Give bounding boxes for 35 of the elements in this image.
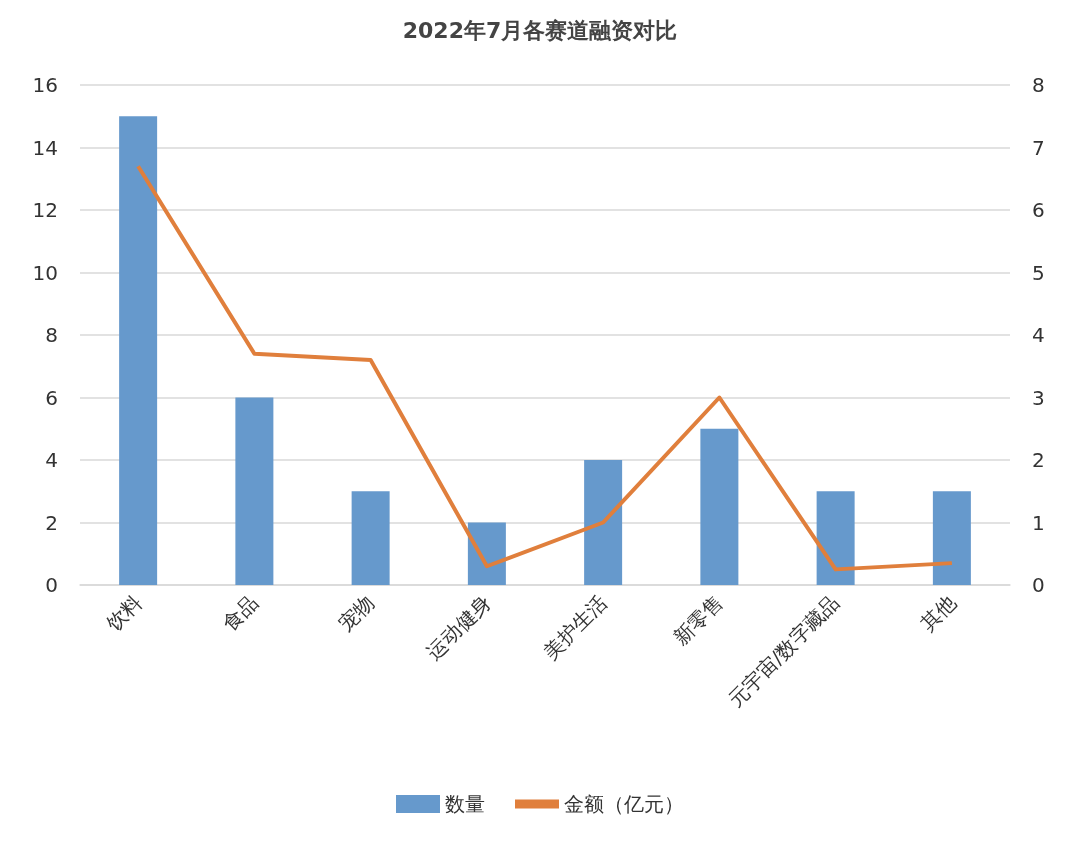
y2-tick-label: 6 (1032, 198, 1045, 222)
y-tick-label: 0 (45, 573, 58, 597)
y-tick-label: 16 (32, 73, 58, 97)
y2-tick-label: 8 (1032, 73, 1045, 97)
x-tick-label: 运动健身 (421, 590, 496, 665)
y-tick-label: 12 (32, 198, 58, 222)
x-tick-label: 其他 (915, 590, 961, 636)
y2-tick-label: 4 (1032, 323, 1045, 347)
y2-tick-label: 3 (1032, 385, 1045, 410)
y-tick-label: 4 (45, 448, 58, 472)
bar (119, 116, 158, 585)
y-tick-label: 6 (45, 385, 58, 410)
y2-tick-label: 7 (1032, 135, 1045, 160)
y2-tick-label: 0 (1032, 573, 1045, 597)
line-series (136, 164, 954, 572)
x-tick-label: 食品 (217, 590, 263, 636)
bar (351, 491, 390, 585)
chart-title: 2022年7月各赛道融资对比 (402, 17, 678, 43)
y-tick-label: 8 (45, 323, 58, 347)
y2-tick-label: 2 (1032, 448, 1045, 472)
bar (932, 491, 971, 585)
x-tick-label: 美护生活 (538, 590, 612, 665)
bar (584, 460, 623, 585)
bar (700, 428, 739, 585)
x-tick-label: 宠物 (333, 590, 380, 636)
y-tick-label: 14 (32, 135, 58, 160)
y-tick-label: 2 (45, 510, 58, 535)
x-tick-label: 饮料 (100, 590, 147, 637)
bar (235, 397, 274, 585)
bar (816, 491, 855, 585)
y-tick-label: 10 (32, 260, 58, 285)
y2-tick-label: 1 (1032, 510, 1045, 535)
legend-label: 数量 (445, 792, 485, 816)
legend-label: 金额（亿元） (564, 792, 684, 816)
y2-tick-label: 5 (1032, 260, 1045, 285)
